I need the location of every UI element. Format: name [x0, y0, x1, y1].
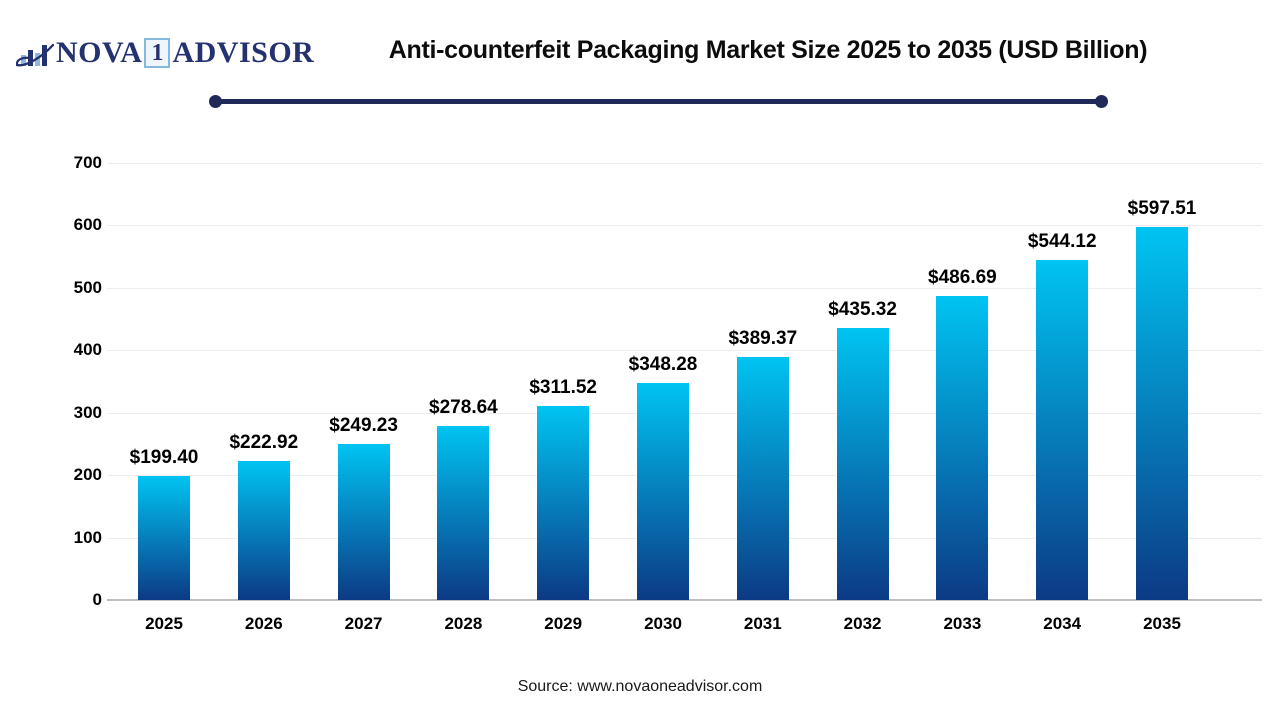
x-axis-tick-2030: 2030 [644, 614, 682, 633]
gridline-y500 [107, 287, 1262, 289]
bar-value-label-2028: $278.64 [429, 397, 498, 419]
bar-value-label-2034: $544.12 [1027, 231, 1097, 253]
bar-value-label-2027: $249.23 [329, 415, 398, 437]
bar-2035 [1136, 226, 1188, 600]
x-axis-tick-2025: 2025 [145, 614, 183, 633]
x-axis-tick-2029: 2029 [544, 614, 583, 633]
x-axis-tick-2027: 2027 [344, 614, 383, 633]
x-axis-line [107, 599, 1262, 601]
bar-value-label-2025: $199.40 [129, 446, 199, 468]
bar-2031 [736, 356, 789, 600]
plot-area: $199.40 $222.92 $249.23 $278.64 $311.52 $348.… [107, 163, 1262, 601]
bar-value-label-2030: $348.28 [628, 353, 698, 375]
bar-value-label-2031: $389.37 [728, 327, 798, 349]
bar-value-label-2035: $597.51 [1127, 197, 1197, 219]
x-axis-tick-2035: 2035 [1143, 614, 1181, 633]
y-axis-tick-0: 0 [92, 590, 102, 609]
x-axis-tick-2031: 2031 [743, 614, 782, 633]
bar-2032 [836, 328, 889, 600]
y-axis-tick-300: 300 [73, 402, 102, 422]
y-axis-tick-100: 100 [73, 527, 102, 547]
title-underline-rule [209, 95, 1108, 108]
bar-value-label-2026: $222.92 [229, 431, 299, 453]
bar-2026 [237, 460, 290, 600]
y-axis-tick-700: 700 [73, 153, 102, 172]
gridline-y600 [107, 225, 1262, 227]
source-note: Source: www.novaoneadvisor.com [517, 678, 763, 695]
bar-2027 [337, 444, 390, 600]
x-axis-tick-2028: 2028 [444, 614, 483, 633]
bar-2034 [1036, 260, 1089, 600]
y-axis-tick-200: 200 [73, 465, 102, 485]
bar-2033 [936, 296, 989, 600]
bar-value-label-2029: $311.52 [529, 376, 598, 398]
x-axis-tick-2033: 2033 [943, 614, 982, 633]
chart-title: Anti-counterfeit Packaging Market Size 2… [388, 36, 1148, 64]
bar-value-label-2032: $435.32 [828, 299, 897, 321]
gridline-y400 [107, 350, 1262, 352]
bar-2029 [537, 405, 590, 600]
logo-text-advisor: ADVISOR [172, 36, 315, 69]
x-axis-tick-2032: 2032 [843, 614, 882, 633]
x-axis-tick-2034: 2034 [1043, 614, 1082, 633]
y-axis-tick-400: 400 [73, 340, 102, 360]
bar-chart-swoosh-icon [16, 43, 54, 67]
logo-boxed-one: 1 [144, 38, 171, 68]
bar-2028 [437, 426, 490, 600]
x-axis-tick-2026: 2026 [244, 614, 283, 633]
bar-value-label-2033: $486.69 [928, 267, 997, 289]
bar-2030 [637, 382, 689, 600]
logo-text-nova: NOVA [56, 36, 143, 69]
y-axis-tick-500: 500 [73, 277, 102, 297]
bar-2025 [138, 475, 190, 600]
nova-one-advisor-logo: NOVA 1 ADVISOR [16, 32, 314, 74]
gridline-y700 [107, 163, 1262, 164]
y-axis-tick-600: 600 [73, 215, 102, 235]
